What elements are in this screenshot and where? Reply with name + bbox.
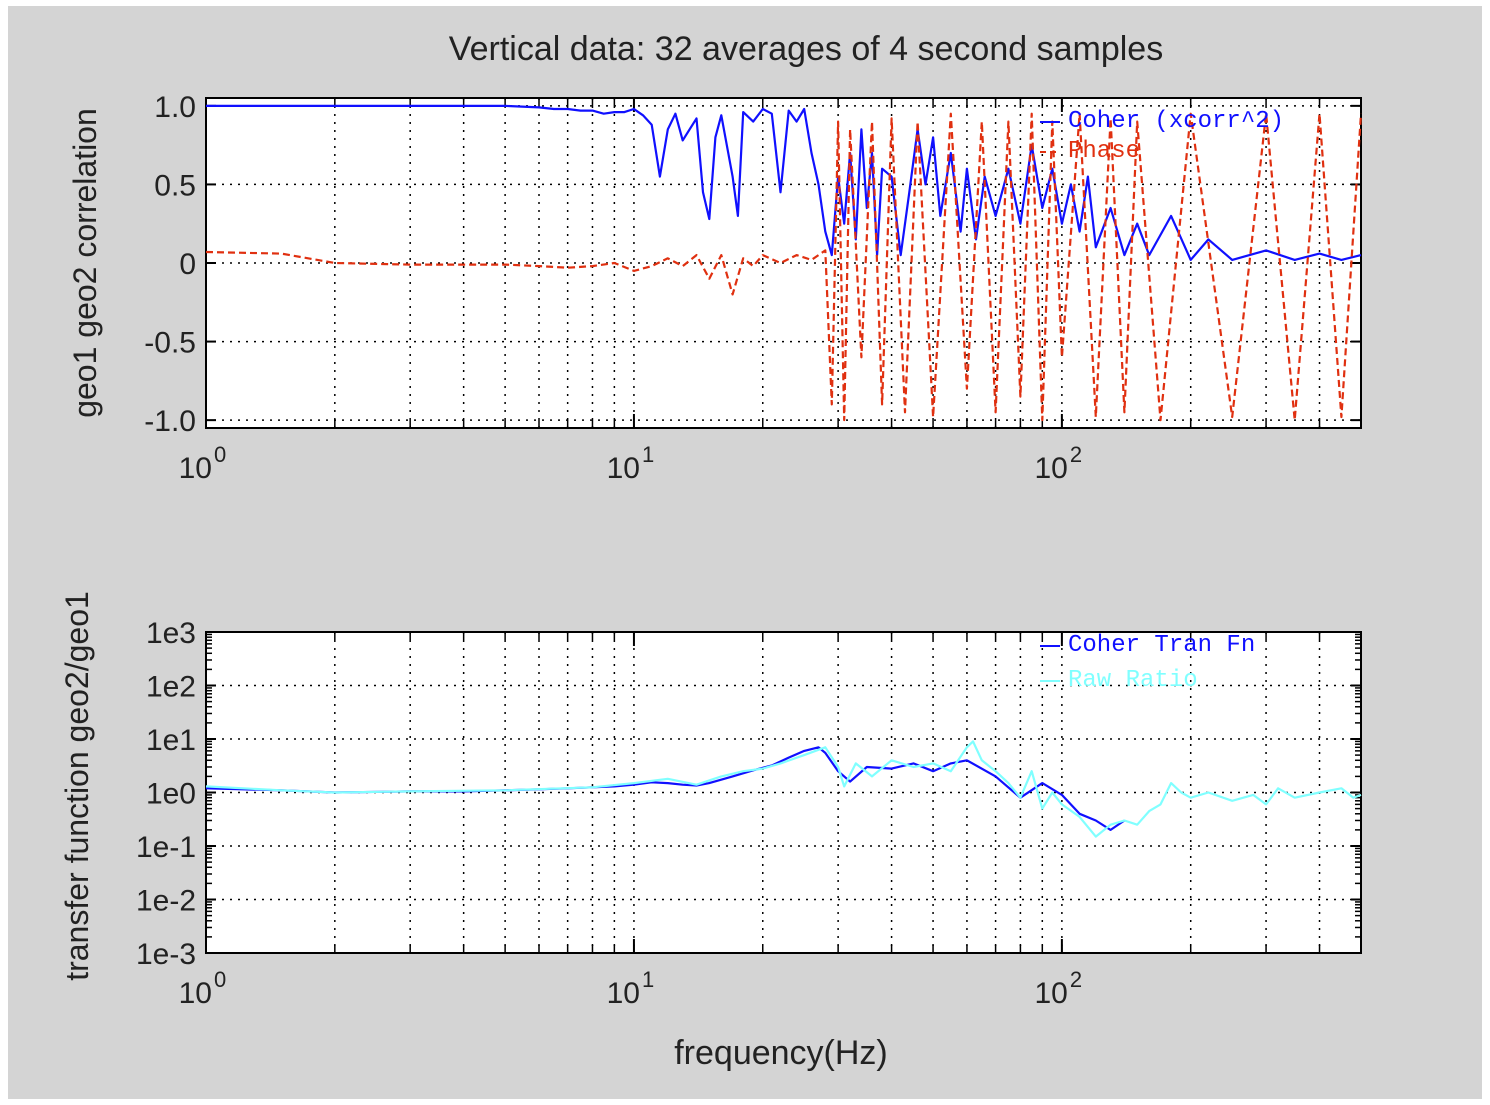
x-tick-label-base: 10 [179, 452, 212, 485]
series-line-2 [205, 740, 1362, 838]
figure-title: Vertical data: 32 averages of 4 second s… [449, 30, 1163, 68]
y-tick-label: 1e3 [146, 617, 196, 650]
y-tick-label: 1e-3 [136, 938, 196, 971]
y-tick-label: 1e-2 [136, 885, 196, 918]
x-tick-label-exponent: 2 [1070, 442, 1082, 467]
y-tick-label: 1e1 [146, 724, 196, 757]
figure-svg: Vertical data: 32 averages of 4 second s… [59, 30, 1363, 1072]
y-tick-label: 0 [179, 248, 196, 281]
transfer-x-label: frequency(Hz) [674, 1034, 888, 1072]
y-tick-label: 1.0 [154, 91, 196, 124]
legend-label-phase: Phase [1068, 138, 1140, 165]
correlation-ticks: 1.00.50-0.5-1.010 0 10 1 10 2 [144, 91, 1361, 485]
x-tick-label-base: 10 [607, 977, 640, 1010]
transfer-y-label: transfer function geo2/geo1 [59, 591, 95, 981]
x-tick-label-base: 10 [1035, 977, 1068, 1010]
y-tick-label: -0.5 [144, 327, 196, 360]
x-tick-label-exponent: 0 [214, 442, 226, 467]
y-tick-label: 1e2 [146, 671, 196, 704]
figure: Vertical data: 32 averages of 4 second s… [8, 6, 1482, 1099]
x-tick-label-exponent: 1 [642, 967, 654, 992]
x-tick-label-base: 10 [1035, 452, 1068, 485]
transfer-series [205, 740, 1362, 838]
y-tick-label: 1e-1 [136, 831, 196, 864]
x-tick-label-exponent: 1 [642, 442, 654, 467]
x-tick-label-base: 10 [607, 452, 640, 485]
correlation-series [205, 104, 1363, 422]
transfer-grid [206, 632, 1361, 953]
x-tick-label-exponent: 2 [1070, 967, 1082, 992]
series-line-2 [205, 112, 1363, 422]
x-tick-label-base: 10 [179, 977, 212, 1010]
correlation-y-label: geo1 geo2 correlation [67, 108, 103, 418]
legend-label-raw-ratio: Raw Ratio [1068, 667, 1198, 694]
correlation-legend: Coher (xcorr^2) Phase [1040, 108, 1284, 165]
x-tick-label-exponent: 0 [214, 967, 226, 992]
y-tick-label: 0.5 [154, 169, 196, 202]
legend-label-coher-tran: Coher Tran Fn [1068, 632, 1255, 659]
legend-label-coher: Coher (xcorr^2) [1068, 108, 1284, 135]
transfer-legend: Coher Tran Fn Raw Ratio [1040, 632, 1255, 694]
series-line-1 [206, 104, 1362, 261]
y-tick-label: 1e0 [146, 778, 196, 811]
y-tick-label: -1.0 [144, 405, 196, 438]
correlation-plot: 1.00.50-0.5-1.010 0 10 1 10 2 Coher (xcorr^2)… [67, 91, 1363, 485]
